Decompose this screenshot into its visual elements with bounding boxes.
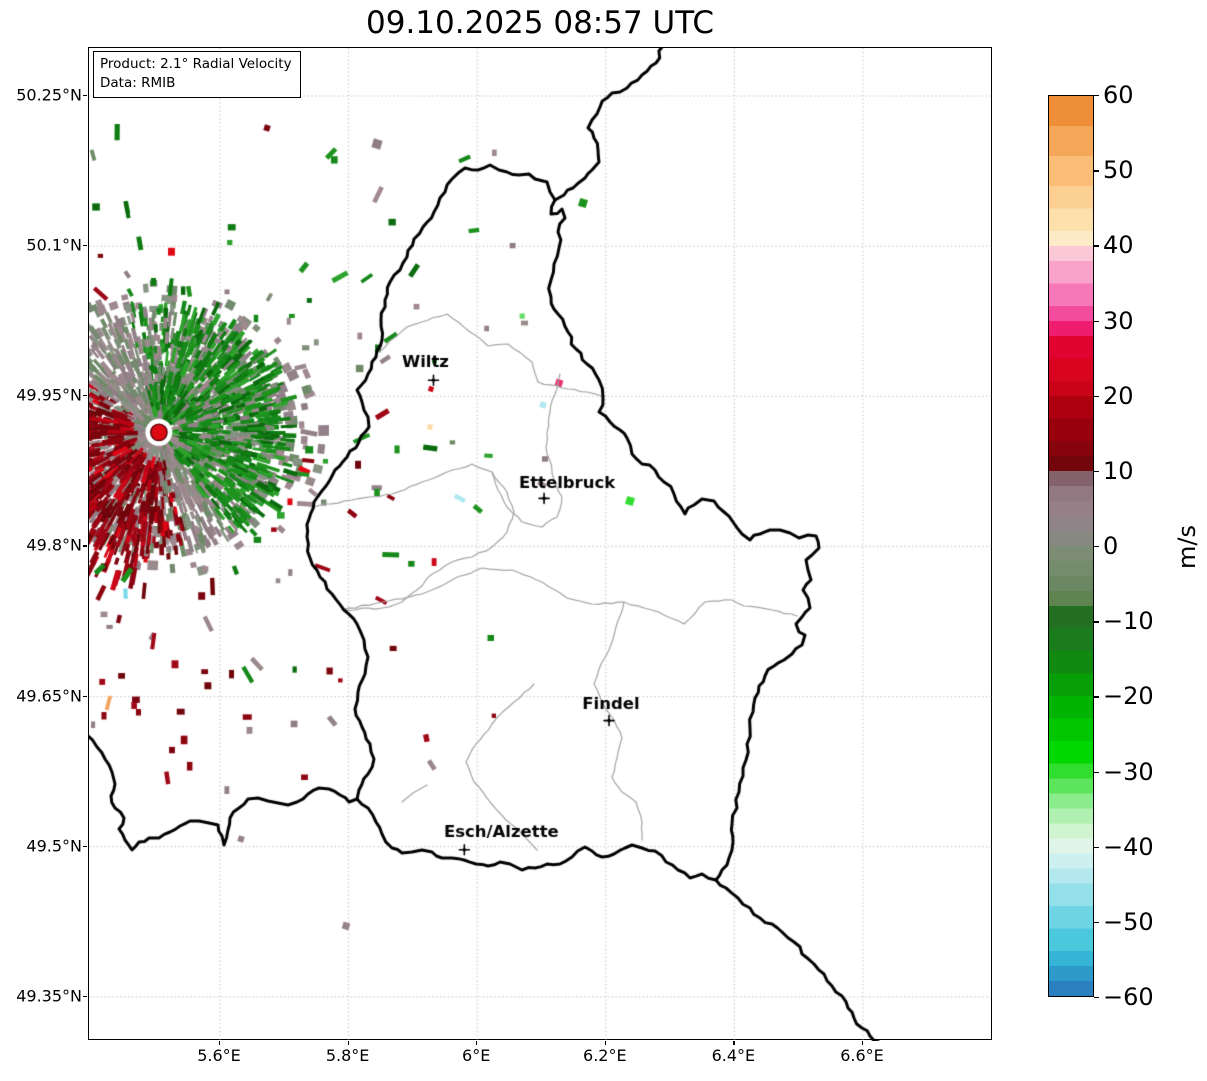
tick-mark xyxy=(1094,621,1099,623)
tick-mark xyxy=(1094,997,1099,999)
tick-mark xyxy=(219,1041,221,1045)
y-tick-label: 49.8°N xyxy=(26,535,82,555)
tick-mark xyxy=(604,1041,606,1045)
tick-mark xyxy=(83,995,87,998)
tick-mark xyxy=(83,95,87,97)
colorbar-tick-label: −50 xyxy=(1103,907,1154,936)
x-tick-label: 6.4°E xyxy=(711,1046,756,1065)
colorbar-tick-label: 30 xyxy=(1103,306,1134,335)
tick-mark xyxy=(733,1041,735,1045)
tick-mark xyxy=(1094,320,1099,322)
tick-mark xyxy=(1094,395,1099,398)
colorbar-tick-label: −30 xyxy=(1103,757,1154,786)
colorbar-tick-label: −40 xyxy=(1103,832,1154,861)
y-tick-label: 49.35°N xyxy=(16,986,82,1006)
tick-mark xyxy=(1094,921,1099,924)
colorbar-tick-label: −10 xyxy=(1103,607,1154,636)
y-tick-label: 49.95°N xyxy=(16,385,82,405)
map-plot-area: Product: 2.1° Radial Velocity Data: RMIB xyxy=(88,47,993,1041)
tick-mark xyxy=(1094,771,1099,773)
y-tick-label: 50.25°N xyxy=(16,85,82,105)
tick-mark xyxy=(83,245,87,247)
x-tick-label: 5.6°E xyxy=(197,1046,241,1065)
tick-mark xyxy=(1094,696,1099,698)
tick-mark xyxy=(1094,245,1099,247)
plot-title: 09.10.2025 08:57 UTC xyxy=(366,5,714,41)
tick-mark xyxy=(347,1041,349,1045)
tick-mark xyxy=(83,395,87,397)
colorbar-tick-label: 10 xyxy=(1103,456,1134,485)
y-tick-label: 49.5°N xyxy=(26,836,82,856)
x-tick-label: 6.2°E xyxy=(583,1046,627,1065)
radar-map-canvas xyxy=(89,48,993,1041)
colorbar-tick-label: 60 xyxy=(1103,81,1134,109)
y-tick-label: 49.65°N xyxy=(16,686,82,706)
colorbar xyxy=(1048,95,1094,997)
colorbar-tick-label: 20 xyxy=(1103,381,1134,410)
product-line: Product: 2.1° Radial Velocity xyxy=(100,56,292,72)
y-tick-label: 50.1°N xyxy=(26,235,82,255)
colorbar-tick-label: −60 xyxy=(1103,983,1154,1011)
data-source-line: Data: RMIB xyxy=(100,74,176,91)
tick-mark xyxy=(862,1041,864,1045)
tick-mark xyxy=(1094,846,1099,849)
tick-mark xyxy=(1094,470,1099,473)
tick-mark xyxy=(1094,170,1099,172)
x-tick-label: 6.6°E xyxy=(840,1046,884,1065)
colorbar-tick-label: 50 xyxy=(1103,156,1134,185)
tick-mark xyxy=(1094,95,1099,97)
colorbar-unit-label: m/s xyxy=(1173,525,1201,569)
x-tick-label: 5.8°E xyxy=(325,1046,370,1065)
tick-mark xyxy=(83,545,87,547)
tick-mark xyxy=(476,1041,478,1045)
tick-mark xyxy=(83,845,87,847)
tick-mark xyxy=(1094,546,1099,548)
colorbar-tick-label: 40 xyxy=(1103,231,1134,260)
x-tick-label: 6°E xyxy=(462,1046,491,1065)
colorbar-tick-label: −20 xyxy=(1103,682,1154,711)
tick-mark xyxy=(83,695,87,697)
colorbar-tick-label: 0 xyxy=(1103,532,1119,560)
product-info-box: Product: 2.1° Radial Velocity Data: RMIB xyxy=(93,51,301,98)
